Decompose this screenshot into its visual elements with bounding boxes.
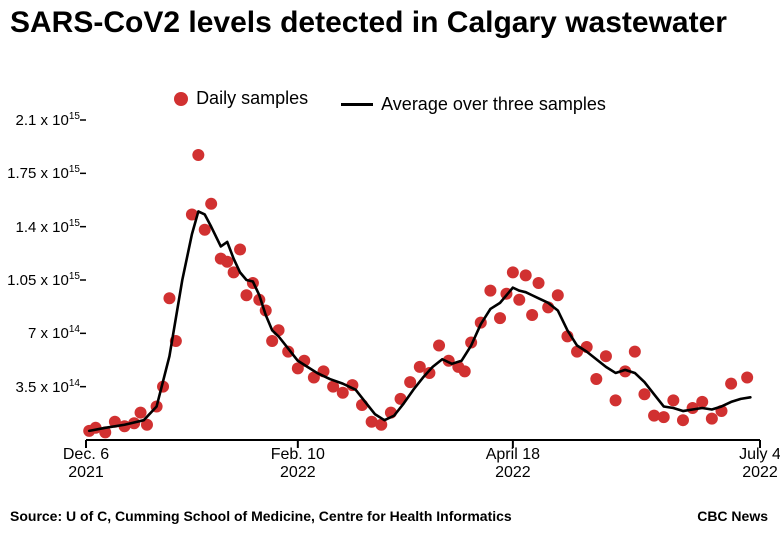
data-layer xyxy=(86,120,760,440)
chart-legend: Daily samples Average over three samples xyxy=(0,88,780,115)
chart-page: SARS-CoV2 levels detected in Calgary was… xyxy=(0,0,780,534)
chart-title: SARS-CoV2 levels detected in Calgary was… xyxy=(10,6,768,41)
daily-sample-point xyxy=(658,411,670,423)
daily-sample-point xyxy=(552,289,564,301)
daily-sample-point xyxy=(404,376,416,388)
avg-line xyxy=(89,211,750,430)
daily-sample-point xyxy=(163,292,175,304)
daily-sample-point xyxy=(221,256,233,268)
legend-daily: Daily samples xyxy=(174,88,308,109)
legend-avg: Average over three samples xyxy=(341,94,606,115)
daily-sample-point xyxy=(610,394,622,406)
daily-sample-point xyxy=(725,378,737,390)
daily-sample-point xyxy=(638,388,650,400)
daily-sample-point xyxy=(706,413,718,425)
daily-sample-point xyxy=(696,396,708,408)
daily-sample-point xyxy=(590,373,602,385)
y-tick-label: 2.1 x 1015 xyxy=(16,111,81,129)
daily-sample-point xyxy=(600,350,612,362)
daily-sample-point xyxy=(677,414,689,426)
y-tick-label: 1.4 x 1015 xyxy=(16,218,81,236)
attribution: CBC News xyxy=(697,508,768,524)
daily-sample-point xyxy=(526,309,538,321)
daily-sample-point xyxy=(205,198,217,210)
daily-sample-point xyxy=(337,387,349,399)
y-tick-label: 3.5 x 1014 xyxy=(16,378,81,396)
plot-area: Dec. 62021Feb. 102022April 182022July 42… xyxy=(86,120,760,440)
y-tick-label: 7 x 1014 xyxy=(28,324,80,342)
legend-line-icon xyxy=(341,103,373,106)
daily-sample-point xyxy=(273,324,285,336)
daily-sample-point xyxy=(629,346,641,358)
daily-sample-point xyxy=(494,312,506,324)
legend-dot-icon xyxy=(174,92,188,106)
daily-sample-point xyxy=(240,289,252,301)
daily-sample-point xyxy=(667,394,679,406)
daily-sample-point xyxy=(520,269,532,281)
daily-sample-point xyxy=(533,277,545,289)
x-tick-label: Dec. 62021 xyxy=(63,446,109,483)
daily-sample-point xyxy=(433,340,445,352)
daily-sample-point xyxy=(459,365,471,377)
daily-sample-point xyxy=(192,149,204,161)
x-tick-label: Feb. 102022 xyxy=(271,446,325,483)
y-tick-label: 1.05 x 1015 xyxy=(7,271,80,289)
x-tick-label: April 182022 xyxy=(486,446,540,483)
daily-sample-point xyxy=(234,244,246,256)
daily-sample-point xyxy=(484,285,496,297)
source-line: Source: U of C, Cumming School of Medici… xyxy=(10,508,512,524)
y-tick-label: 1.75 x 1015 xyxy=(7,164,80,182)
legend-avg-label: Average over three samples xyxy=(381,94,606,115)
x-tick-label: July 42022 xyxy=(739,446,780,483)
daily-sample-point xyxy=(507,266,519,278)
legend-daily-label: Daily samples xyxy=(196,88,308,109)
daily-sample-point xyxy=(513,294,525,306)
daily-sample-point xyxy=(741,372,753,384)
daily-sample-point xyxy=(199,224,211,236)
daily-sample-point xyxy=(266,335,278,347)
daily-sample-point xyxy=(135,407,147,419)
